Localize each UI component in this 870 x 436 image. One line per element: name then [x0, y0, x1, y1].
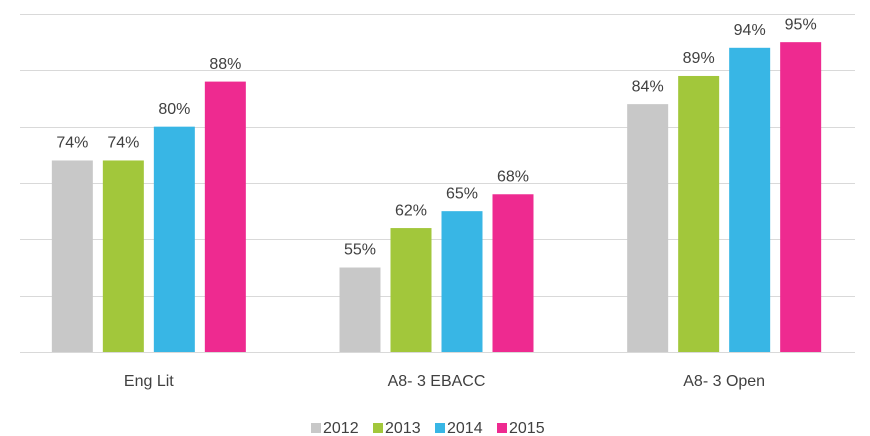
bar [390, 228, 432, 352]
bar [627, 104, 669, 352]
data-label: 94% [734, 22, 766, 39]
legend-swatch [435, 423, 445, 433]
x-tick-label: Eng Lit [124, 373, 174, 390]
bar [153, 126, 195, 353]
legend-label: 2012 [323, 420, 359, 436]
legend-swatch [311, 423, 321, 433]
data-label: 68% [497, 168, 529, 185]
legend-label: 2013 [385, 420, 421, 436]
bar [780, 42, 822, 353]
bar [51, 160, 93, 352]
bar [102, 160, 144, 352]
data-label: 84% [632, 78, 664, 95]
legend-label: 2014 [447, 420, 483, 436]
data-label: 80% [158, 101, 190, 118]
bar [339, 267, 381, 352]
data-label: 95% [785, 16, 817, 33]
data-label: 65% [446, 185, 478, 202]
data-label: 88% [209, 56, 241, 73]
legend-swatch [373, 423, 383, 433]
data-label: 55% [344, 242, 376, 259]
bar [492, 194, 534, 352]
data-label: 74% [56, 135, 88, 152]
data-label: 89% [683, 50, 715, 67]
legend-swatch [497, 423, 507, 433]
data-label: 62% [395, 202, 427, 219]
bar [729, 47, 771, 353]
bar [441, 211, 483, 352]
data-label: 74% [107, 135, 139, 152]
x-tick-label: A8- 3 EBACC [388, 373, 486, 390]
legend-label: 2015 [509, 420, 545, 436]
bar [678, 75, 720, 352]
x-tick-label: A8- 3 Open [683, 373, 765, 390]
bar [204, 81, 246, 352]
